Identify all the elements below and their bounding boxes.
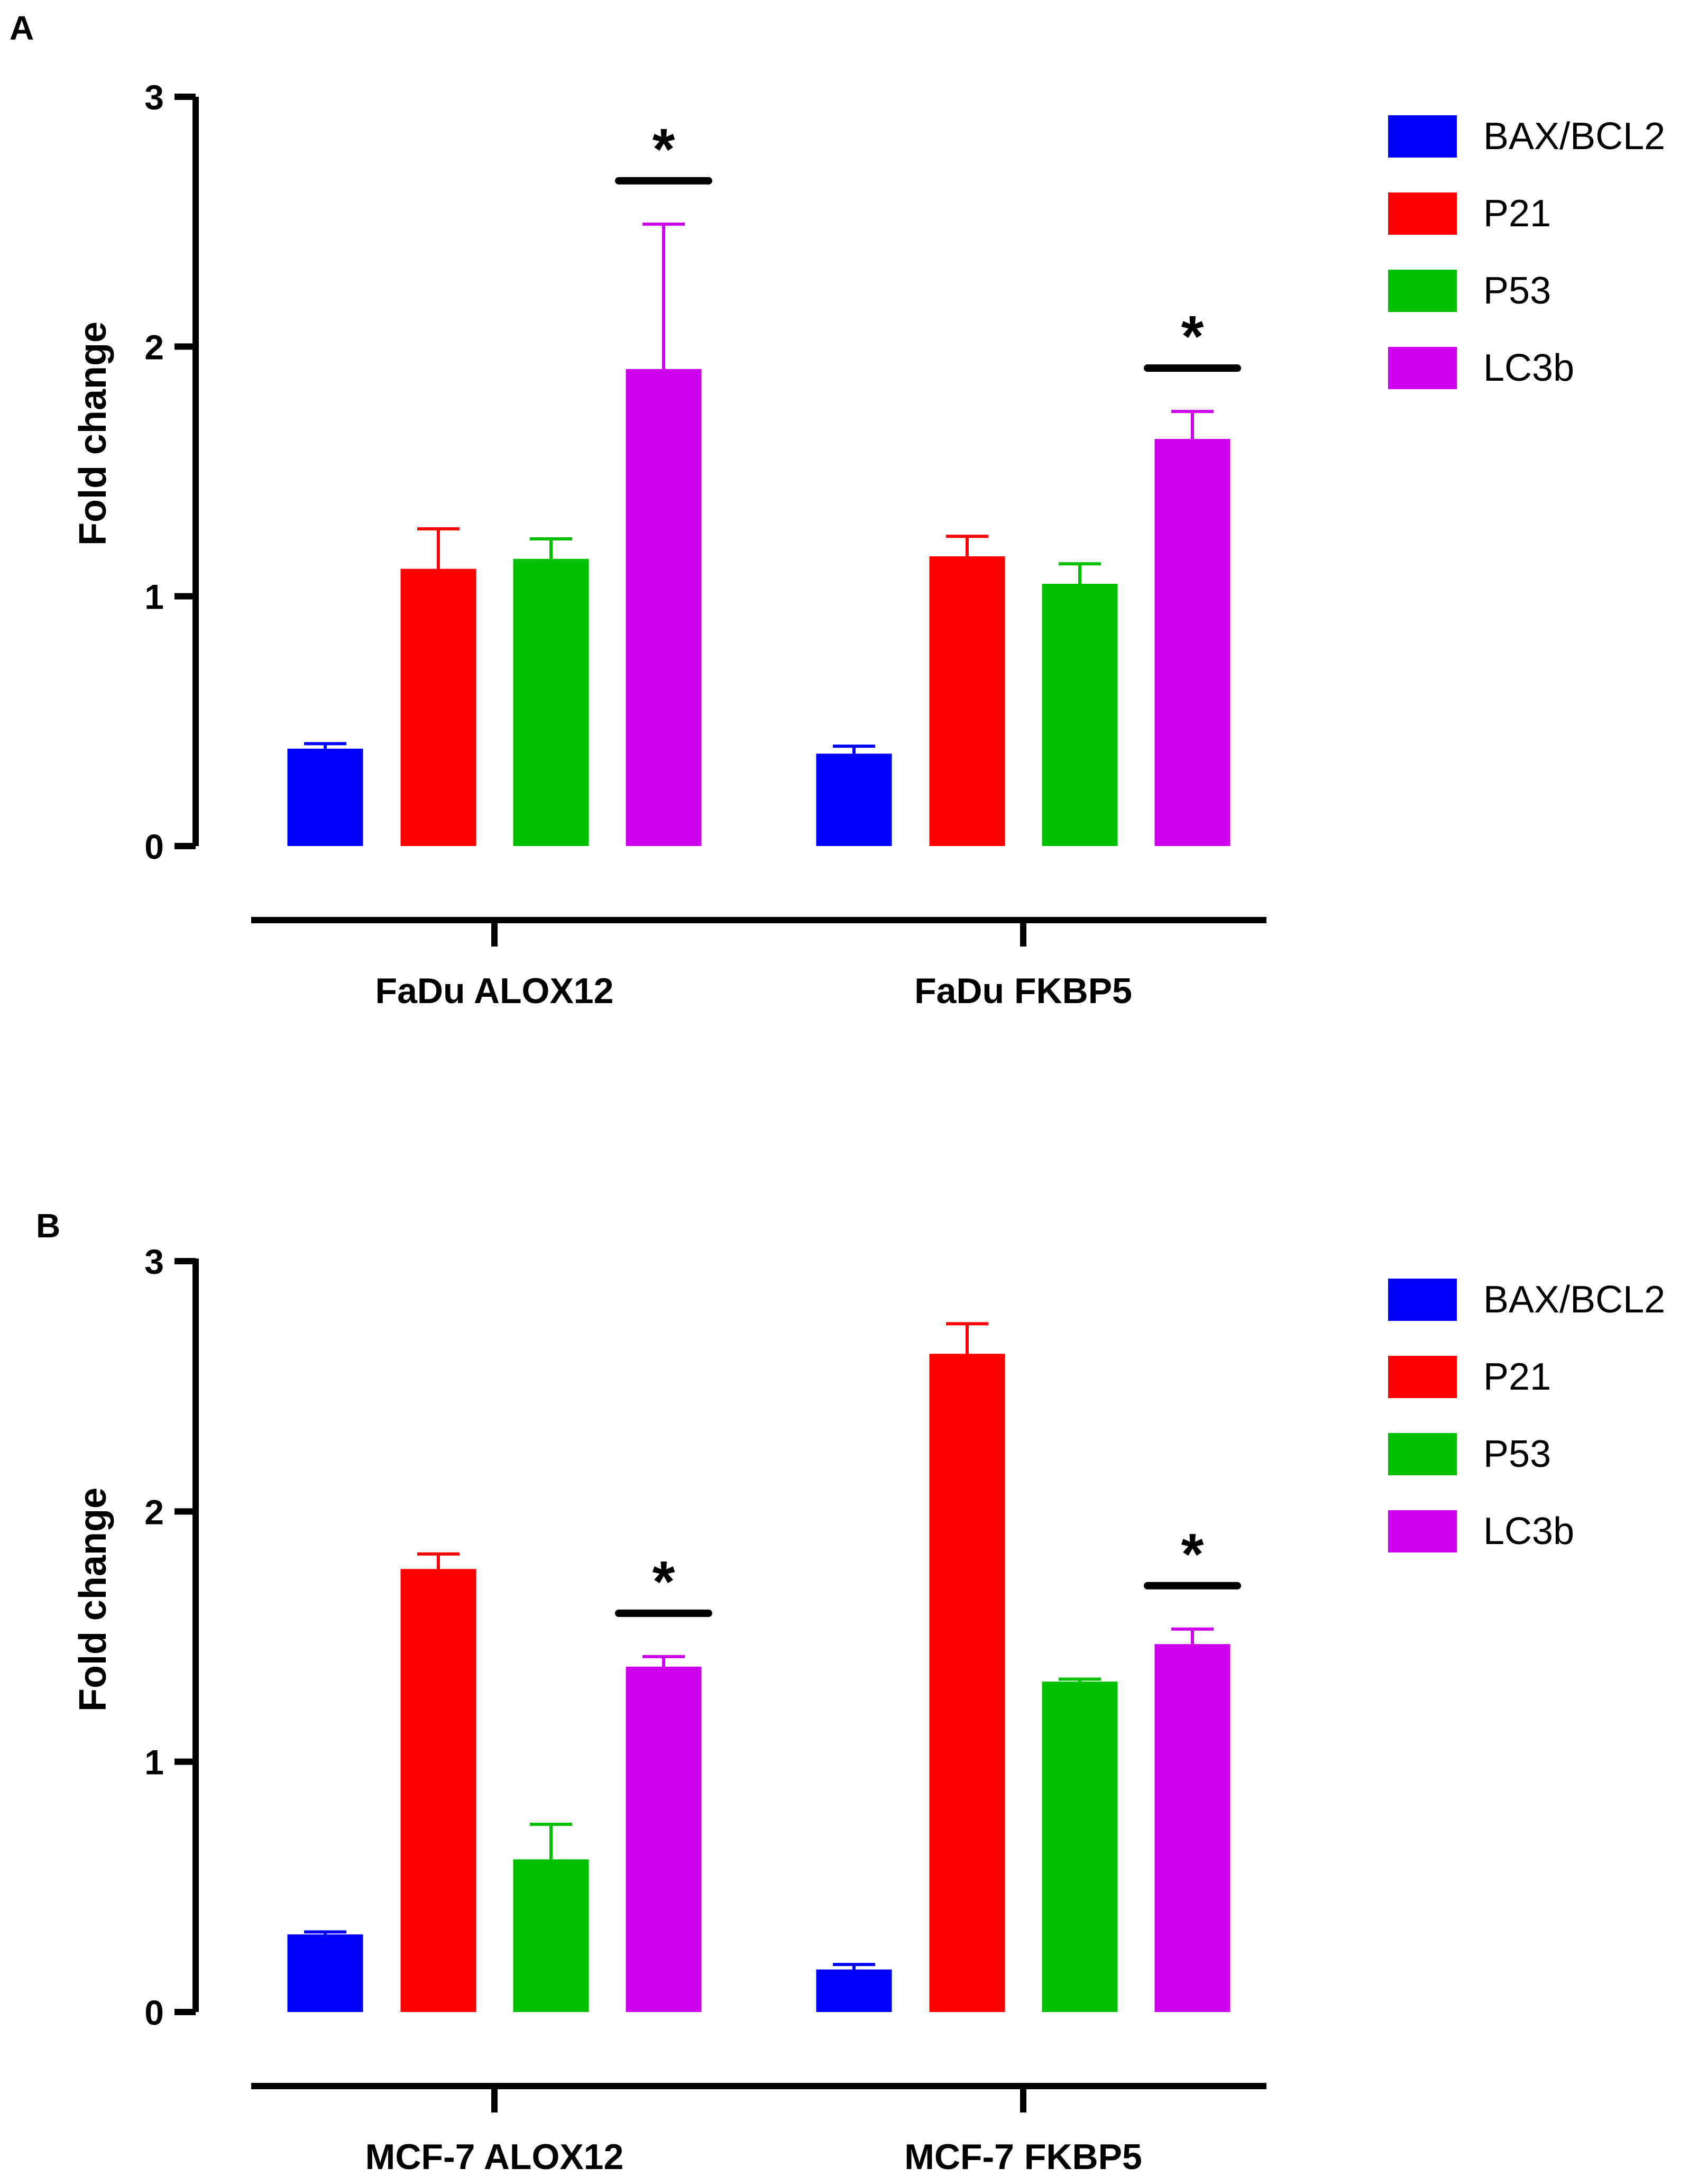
significance-star: * [1181,1522,1204,1587]
bar [626,369,702,846]
legend-swatch [1388,1356,1457,1398]
y-tick-label: 3 [144,1242,164,1281]
panel-b: B Fold change 0 1 2 3 * * MCF-7 ALOX12 MCF-7 … [36,1207,1665,2177]
bar [513,1859,589,2012]
y-tick-label: 1 [144,1743,164,1782]
bar [513,558,589,846]
y-tick-label: 3 [144,78,164,117]
x-category-label: MCF-7 FKBP5 [904,2137,1142,2177]
x-category-label: MCF-7 ALOX12 [365,2137,624,2177]
y-tick-label: 2 [144,327,164,366]
legend: BAX/BCL2 P21 P53 LC3b [1388,1279,1665,1553]
y-tick-label: 0 [144,827,164,866]
bar [816,1969,892,2012]
bar [1042,1682,1118,2012]
significance-star: * [653,1549,675,1614]
bar [400,568,476,846]
legend-swatch [1388,1433,1457,1475]
bar [1154,439,1231,846]
x-category-label: FaDu FKBP5 [914,971,1132,1011]
y-tick-label: 0 [144,1993,164,2032]
legend-label: LC3b [1483,347,1574,389]
legend-swatch [1388,270,1457,312]
bar [929,1354,1005,2012]
legend-label: P53 [1483,1433,1551,1475]
panel-label: B [36,1207,60,1245]
legend: BAX/BCL2 P21 P53 LC3b [1388,115,1665,389]
y-axis-label: Fold change [72,1487,114,1712]
x-category-label: FaDu ALOX12 [375,971,614,1011]
panel-a: A Fold change 0 1 2 3 * * FaDu ALOX12 FaDu FK… [10,9,1665,1011]
y-axis-label: Fold change [72,322,114,546]
legend-swatch [1388,1279,1457,1321]
legend-swatch [1388,1510,1457,1553]
bar [626,1666,702,2012]
bar [1154,1644,1231,2012]
significance-star: * [653,117,675,182]
bar [929,556,1005,846]
legend-swatch [1388,115,1457,158]
legend-label: P21 [1483,1356,1551,1398]
y-tick-label: 2 [144,1492,164,1531]
bar [287,1934,363,2012]
legend-label: P53 [1483,270,1551,312]
y-tick-label: 1 [144,577,164,617]
bar [287,748,363,846]
bar [400,1569,476,2012]
significance-star: * [1181,304,1204,369]
legend-swatch [1388,192,1457,235]
bar [816,754,892,846]
legend-label: P21 [1483,192,1551,235]
legend-swatch [1388,347,1457,389]
panel-label: A [10,9,34,47]
bar [1042,584,1118,846]
legend-label: BAX/BCL2 [1483,115,1665,158]
legend-label: LC3b [1483,1510,1574,1553]
legend-label: BAX/BCL2 [1483,1279,1665,1321]
